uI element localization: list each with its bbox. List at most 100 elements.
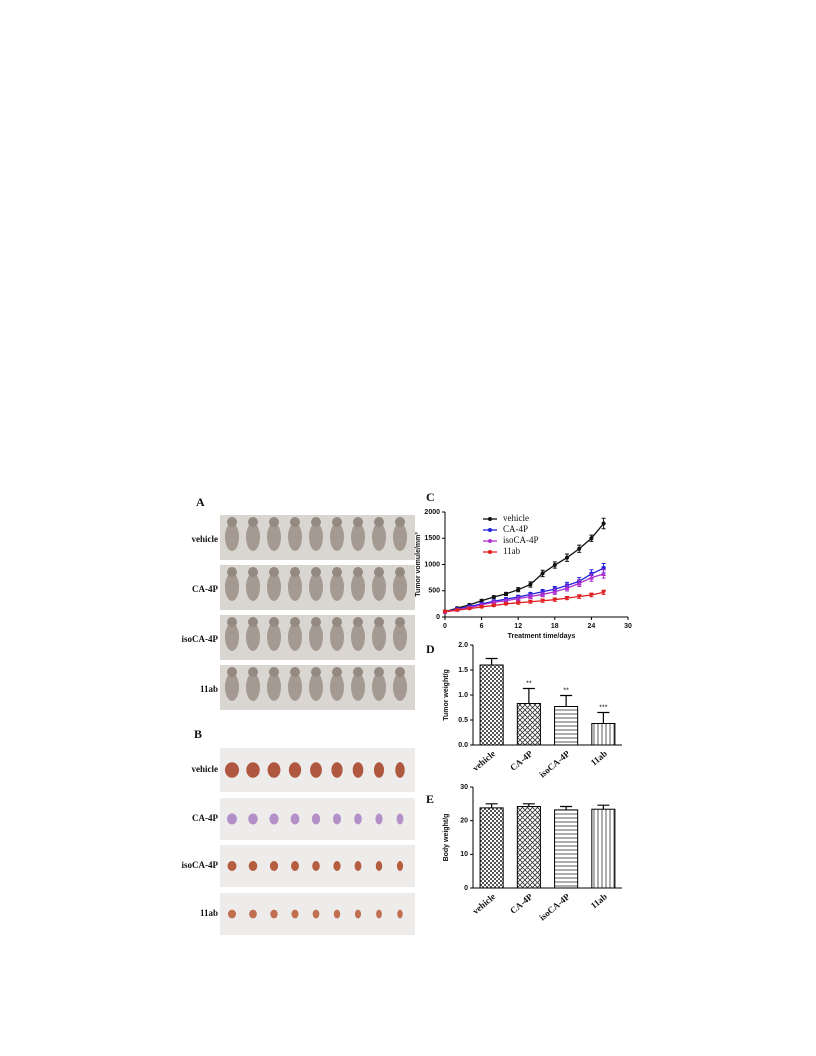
error-bar <box>597 804 610 810</box>
tumor <box>311 813 321 825</box>
tumor <box>269 813 279 825</box>
mouse-head <box>395 517 405 527</box>
mouse-head <box>311 617 321 627</box>
tumor <box>227 861 237 871</box>
tumor <box>333 813 341 825</box>
mouse-head <box>290 667 300 677</box>
marker <box>504 591 508 596</box>
mouse <box>309 673 323 701</box>
mouse <box>225 523 239 551</box>
mouse-head <box>227 517 237 527</box>
x-tick-label: isoCA-4P <box>537 891 572 922</box>
mouse <box>246 573 260 601</box>
marker <box>503 598 509 603</box>
error-bar <box>485 803 498 808</box>
mouse-head <box>227 667 237 677</box>
tumor <box>269 861 279 871</box>
tumor <box>352 762 364 778</box>
tumor <box>396 861 404 871</box>
row-label: CA-4P <box>192 813 218 823</box>
marker <box>601 571 607 576</box>
tumor <box>396 813 404 825</box>
row-label: 11ab <box>200 684 218 694</box>
mouse-head <box>374 667 384 677</box>
row-label: vehicle <box>192 764 219 774</box>
mouse <box>309 623 323 651</box>
x-tick-label: vehicle <box>471 891 498 916</box>
tumor <box>373 762 385 778</box>
x-axis-label: Treatment time/days <box>508 633 576 640</box>
marker <box>528 582 533 587</box>
y-tick-label: 30 <box>460 784 468 791</box>
tumor <box>288 762 302 778</box>
row-label: isoCA-4P <box>182 634 219 644</box>
mouse-head <box>227 567 237 577</box>
mouse-head <box>311 517 321 527</box>
x-tick-label: vehicle <box>471 748 498 773</box>
tumor <box>312 909 320 919</box>
tumor <box>354 813 362 825</box>
mouse <box>246 673 260 701</box>
tumor <box>248 813 258 825</box>
marker <box>601 566 606 571</box>
marker <box>540 571 545 576</box>
mouse <box>225 673 239 701</box>
mouse <box>267 523 281 551</box>
x-tick-label: isoCA-4P <box>537 748 572 779</box>
y-tick-label: 0 <box>464 885 468 892</box>
significance: ** <box>526 680 532 687</box>
y-tick-label: 1.5 <box>458 667 468 674</box>
mouse <box>267 573 281 601</box>
mouse-head <box>311 567 321 577</box>
marker <box>442 609 448 615</box>
y-axis-label: Tumor weight/g <box>443 669 450 721</box>
mouse <box>309 523 323 551</box>
marker <box>515 596 521 601</box>
mouse-head <box>332 567 342 577</box>
x-tick-label: 12 <box>514 623 522 630</box>
y-tick-label: 20 <box>460 818 468 825</box>
marker <box>589 536 594 541</box>
marker <box>576 594 582 600</box>
y-axis-label: Tumor vomule/mm³ <box>415 532 422 597</box>
mouse-head <box>353 517 363 527</box>
marker <box>552 597 558 603</box>
marker <box>601 590 607 595</box>
mouse <box>330 523 344 551</box>
panel-label: E <box>426 792 434 806</box>
marker <box>552 563 557 568</box>
mouse-head <box>332 617 342 627</box>
tumor <box>375 861 383 871</box>
mouse <box>330 673 344 701</box>
error-bar <box>597 711 610 724</box>
mouse <box>330 573 344 601</box>
x-tick-label: 0 <box>443 623 447 630</box>
bar <box>479 664 504 746</box>
mouse <box>351 523 365 551</box>
significance: ** <box>563 687 569 694</box>
x-tick-label: 18 <box>551 623 559 630</box>
mouse <box>372 623 386 651</box>
mouse-head <box>269 667 279 677</box>
legend-marker <box>488 550 492 554</box>
tumor <box>291 909 299 919</box>
mouse-head <box>374 567 384 577</box>
marker <box>527 594 533 599</box>
y-tick-label: 1.0 <box>458 692 468 699</box>
mouse-head <box>311 667 321 677</box>
marker <box>564 585 570 591</box>
tumor <box>354 861 362 871</box>
y-tick-label: 10 <box>460 851 468 858</box>
mouse <box>309 573 323 601</box>
mouse <box>267 623 281 651</box>
bar <box>554 809 579 889</box>
error-bar <box>560 694 573 707</box>
marker <box>527 599 533 605</box>
mouse <box>393 573 407 601</box>
row-label: isoCA-4P <box>182 860 219 870</box>
mouse <box>267 673 281 701</box>
y-tick-label: 2000 <box>424 509 440 516</box>
y-tick-label: 0 <box>436 614 440 621</box>
mouse <box>393 623 407 651</box>
